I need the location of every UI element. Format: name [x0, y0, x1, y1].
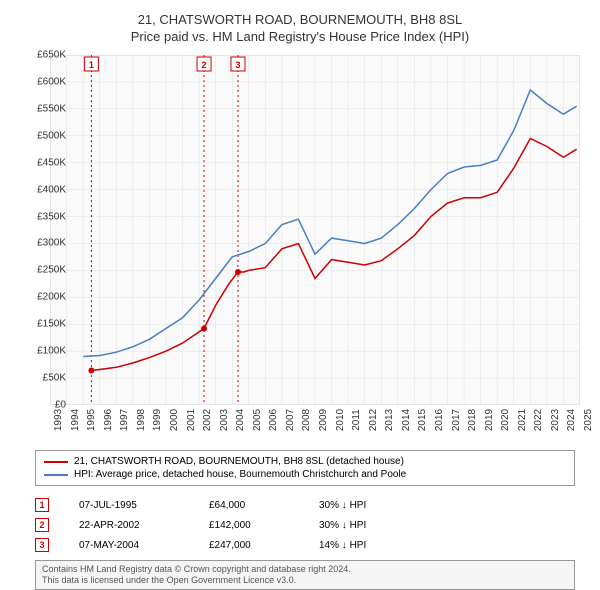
- title-block: 21, CHATSWORTH ROAD, BOURNEMOUTH, BH8 8S…: [0, 0, 600, 46]
- event-price: £142,000: [209, 520, 289, 531]
- title-subtitle: Price paid vs. HM Land Registry's House …: [0, 29, 600, 46]
- x-tick-label: 2014: [401, 409, 412, 431]
- y-tick-label: £650K: [37, 50, 66, 61]
- x-tick-label: 2003: [219, 409, 230, 431]
- x-tick-label: 2006: [268, 409, 279, 431]
- x-tick-label: 2013: [384, 409, 395, 431]
- y-tick-label: £300K: [37, 238, 66, 249]
- x-tick-label: 2004: [235, 409, 246, 431]
- event-delta: 30% ↓ HPI: [319, 520, 419, 531]
- x-tick-label: 1999: [152, 409, 163, 431]
- legend-label: HPI: Average price, detached house, Bour…: [74, 469, 406, 480]
- svg-text:3: 3: [235, 60, 240, 70]
- x-tick-label: 2016: [434, 409, 445, 431]
- event-date: 07-MAY-2004: [79, 540, 179, 551]
- y-tick-label: £400K: [37, 184, 66, 195]
- y-tick-label: £600K: [37, 76, 66, 87]
- x-tick-label: 1995: [86, 409, 97, 431]
- x-tick-label: 2024: [566, 409, 577, 431]
- attribution-line2: This data is licensed under the Open Gov…: [42, 575, 568, 586]
- y-tick-label: £150K: [37, 319, 66, 330]
- x-tick-label: 2010: [335, 409, 346, 431]
- attribution-line1: Contains HM Land Registry data © Crown c…: [42, 564, 568, 575]
- event-row: 1 07-JUL-1995 £64,000 30% ↓ HPI: [35, 495, 575, 515]
- event-delta: 30% ↓ HPI: [319, 500, 419, 511]
- x-tick-label: 2015: [417, 409, 428, 431]
- x-tick-label: 2012: [368, 409, 379, 431]
- x-tick-label: 2022: [533, 409, 544, 431]
- event-marker: 1: [35, 498, 49, 512]
- x-tick-label: 2021: [517, 409, 528, 431]
- x-tick-label: 2007: [285, 409, 296, 431]
- y-tick-label: £350K: [37, 211, 66, 222]
- event-price: £64,000: [209, 500, 289, 511]
- x-tick-label: 2000: [169, 409, 180, 431]
- chart-container: 21, CHATSWORTH ROAD, BOURNEMOUTH, BH8 8S…: [0, 0, 600, 590]
- x-tick-label: 2019: [484, 409, 495, 431]
- x-tick-label: 1994: [70, 409, 81, 431]
- y-tick-label: £50K: [43, 373, 66, 384]
- x-tick-label: 1993: [53, 409, 64, 431]
- title-address: 21, CHATSWORTH ROAD, BOURNEMOUTH, BH8 8S…: [0, 12, 600, 29]
- y-tick-label: £450K: [37, 157, 66, 168]
- attribution: Contains HM Land Registry data © Crown c…: [35, 560, 575, 590]
- x-tick-label: 1996: [103, 409, 114, 431]
- x-tick-label: 2008: [301, 409, 312, 431]
- svg-text:2: 2: [202, 60, 207, 70]
- legend: 21, CHATSWORTH ROAD, BOURNEMOUTH, BH8 8S…: [35, 450, 575, 486]
- x-tick-label: 2005: [252, 409, 263, 431]
- legend-swatch: [44, 474, 68, 476]
- events-table: 1 07-JUL-1995 £64,000 30% ↓ HPI 2 22-APR-2002…: [35, 495, 575, 555]
- event-delta: 14% ↓ HPI: [319, 540, 419, 551]
- event-marker: 3: [35, 538, 49, 552]
- x-tick-label: 2002: [202, 409, 213, 431]
- x-tick-label: 2011: [351, 409, 362, 431]
- event-row: 3 07-MAY-2004 £247,000 14% ↓ HPI: [35, 535, 575, 555]
- x-tick-label: 2020: [500, 409, 511, 431]
- chart-svg: 1 2 3: [50, 55, 580, 405]
- event-date: 07-JUL-1995: [79, 500, 179, 511]
- event-marker: 2: [35, 518, 49, 532]
- y-tick-label: £550K: [37, 103, 66, 114]
- y-tick-label: £200K: [37, 292, 66, 303]
- x-tick-label: 2001: [186, 409, 197, 431]
- y-tick-label: £250K: [37, 265, 66, 276]
- y-tick-label: £500K: [37, 130, 66, 141]
- svg-text:1: 1: [89, 60, 94, 70]
- legend-row: HPI: Average price, detached house, Bour…: [44, 468, 566, 481]
- x-tick-label: 2023: [550, 409, 561, 431]
- x-tick-label: 2009: [318, 409, 329, 431]
- x-tick-label: 2018: [467, 409, 478, 431]
- event-date: 22-APR-2002: [79, 520, 179, 531]
- x-tick-label: 2017: [451, 409, 462, 431]
- event-row: 2 22-APR-2002 £142,000 30% ↓ HPI: [35, 515, 575, 535]
- x-tick-label: 1998: [136, 409, 147, 431]
- legend-swatch: [44, 461, 68, 463]
- y-tick-label: £100K: [37, 346, 66, 357]
- x-tick-label: 1997: [119, 409, 130, 431]
- plot-area: 1 2 3: [50, 55, 580, 405]
- legend-row: 21, CHATSWORTH ROAD, BOURNEMOUTH, BH8 8S…: [44, 455, 566, 468]
- x-tick-label: 2025: [583, 409, 594, 431]
- legend-label: 21, CHATSWORTH ROAD, BOURNEMOUTH, BH8 8S…: [74, 456, 404, 467]
- event-price: £247,000: [209, 540, 289, 551]
